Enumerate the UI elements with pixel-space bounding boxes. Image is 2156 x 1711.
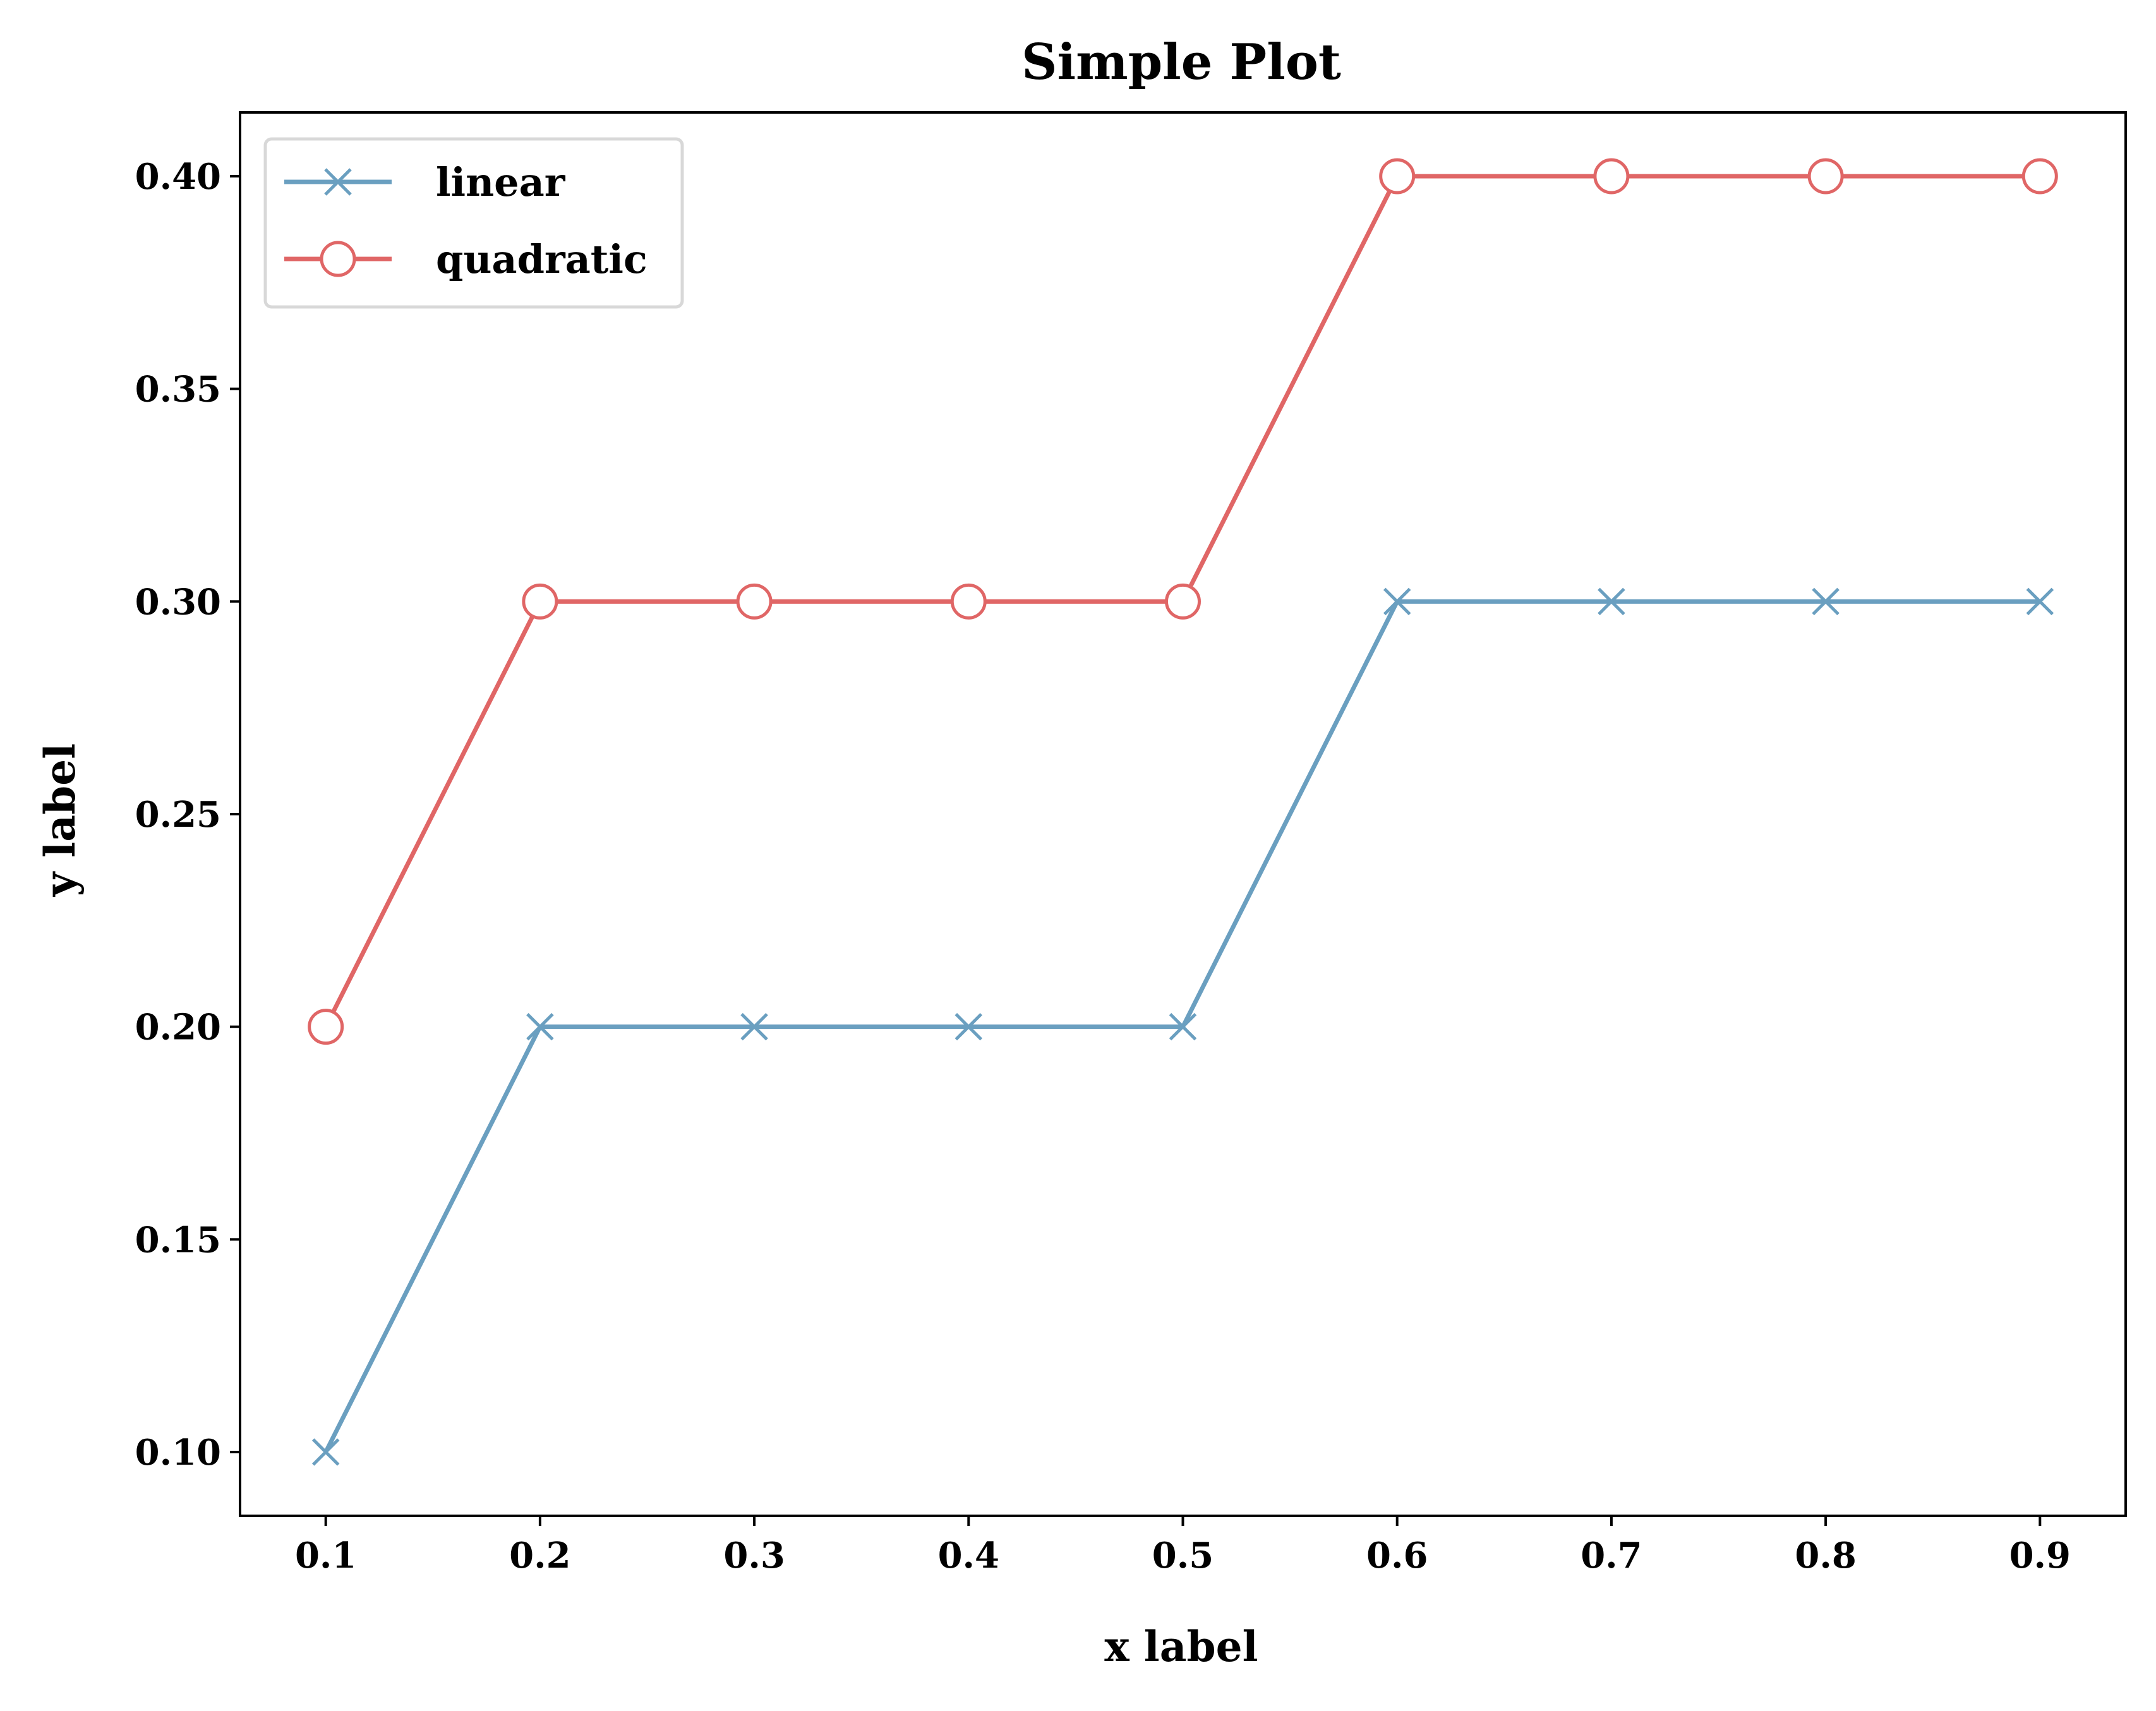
- x-marker-stroke: [324, 168, 352, 196]
- y-tick-label: 0.35: [135, 369, 221, 411]
- data-point-quadratic: [522, 583, 558, 620]
- legend-label-linear: linear: [436, 159, 566, 205]
- x-tick-label: 0.5: [1152, 1535, 1214, 1576]
- y-tick-label: 0.10: [135, 1432, 221, 1474]
- data-point-linear: [1383, 587, 1411, 616]
- data-point-linear: [1812, 587, 1840, 616]
- x-marker-stroke: [526, 1012, 554, 1041]
- x-marker-stroke: [1812, 587, 1840, 616]
- chart-title: Simple Plot: [1021, 33, 1341, 91]
- x-marker-stroke: [955, 1012, 983, 1041]
- x-axis-label: x label: [1104, 1622, 1258, 1671]
- y-tick-label: 0.15: [135, 1219, 221, 1261]
- x-marker-stroke: [2026, 587, 2054, 616]
- data-point-linear: [311, 1438, 340, 1466]
- x-marker-stroke: [740, 1012, 768, 1041]
- legend-marker-linear: [324, 168, 352, 196]
- y-tick-label: 0.40: [135, 156, 221, 198]
- y-tick-label: 0.25: [135, 794, 221, 836]
- x-tick-label: 0.8: [1795, 1535, 1856, 1576]
- y-tick-label: 0.20: [135, 1007, 221, 1048]
- x-tick-label: 0.4: [938, 1535, 999, 1576]
- x-axis-ticks: 0.1 0.2 0.3 0.4 0.5 0.6 0.7 0.8 0.9: [295, 1516, 2071, 1576]
- x-marker-stroke: [1383, 587, 1411, 616]
- x-marker-stroke: [1169, 1012, 1197, 1041]
- data-point-linear: [1169, 1012, 1197, 1041]
- data-point-quadratic: [1807, 158, 1844, 195]
- x-tick-label: 0.7: [1581, 1535, 1642, 1576]
- legend-circle-marker: [320, 241, 356, 277]
- x-tick-label: 0.3: [723, 1535, 785, 1576]
- data-point-linear: [1598, 587, 1625, 616]
- y-axis-label: y label: [35, 743, 85, 897]
- plot-area: 0.1 0.2 0.3 0.4 0.5 0.6 0.7 0.8 0.9 0.10 0.15 0.20…: [135, 111, 2127, 1576]
- series-layer: [308, 158, 2058, 1466]
- x-tick-label: 0.6: [1366, 1535, 1428, 1576]
- data-point-linear: [2026, 587, 2054, 616]
- data-point-linear: [955, 1012, 983, 1041]
- x-marker-stroke: [311, 1438, 340, 1466]
- x-tick-label: 0.2: [509, 1535, 570, 1576]
- x-marker-stroke: [1598, 587, 1625, 616]
- data-point-quadratic: [1379, 158, 1416, 195]
- data-point-quadratic: [2021, 158, 2058, 195]
- y-axis-ticks: 0.10 0.15 0.20 0.25 0.30 0.35 0.40: [135, 156, 240, 1474]
- data-point-quadratic: [950, 583, 987, 620]
- data-point-linear: [526, 1012, 554, 1041]
- legend: linear quadratic: [263, 137, 684, 309]
- legend-x-marker: [324, 168, 352, 196]
- data-point-quadratic: [308, 1009, 344, 1045]
- data-point-quadratic: [1165, 583, 1201, 620]
- data-point-linear: [740, 1012, 768, 1041]
- data-point-quadratic: [736, 583, 773, 620]
- x-tick-label: 0.1: [295, 1535, 356, 1576]
- x-tick-label: 0.9: [2009, 1535, 2071, 1576]
- legend-entry-linear: linear: [284, 159, 566, 205]
- y-tick-label: 0.30: [135, 581, 221, 623]
- legend-entry-quadratic: quadratic: [284, 236, 647, 282]
- legend-label-quadratic: quadratic: [436, 236, 647, 282]
- data-point-quadratic: [1593, 158, 1630, 195]
- legend-marker-quadratic: [320, 241, 356, 277]
